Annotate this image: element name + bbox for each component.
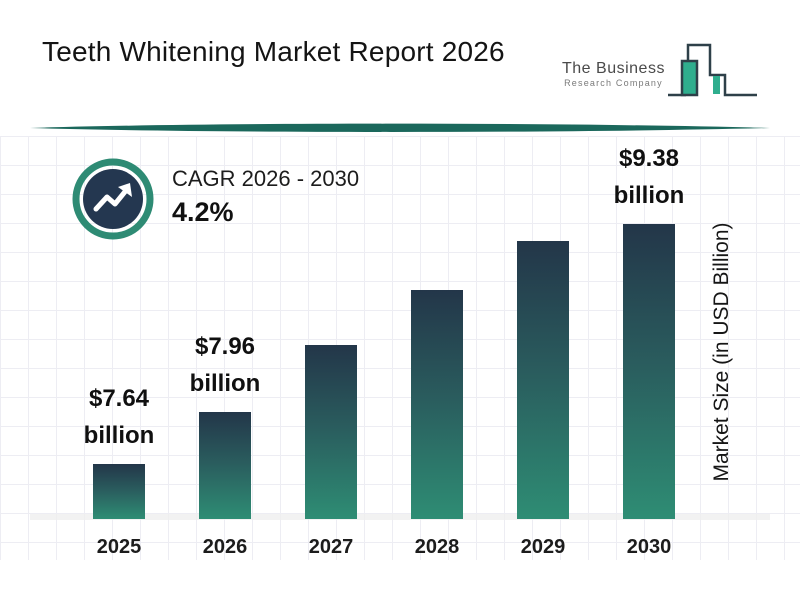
trend-up-icon xyxy=(72,158,154,240)
bar-2030 xyxy=(623,224,675,519)
bar-2028 xyxy=(411,290,463,519)
brand-name: The Business xyxy=(562,60,665,78)
brand-text: The Business Research Company xyxy=(562,60,665,88)
x-axis-label-2026: 2026 xyxy=(202,536,248,558)
bar-group-2030: $9.38 billion 2030 xyxy=(596,140,702,558)
bar-group-2028: 2028 xyxy=(384,140,490,558)
bar-2029 xyxy=(517,241,569,519)
brand-tagline: Research Company xyxy=(564,78,663,88)
bar-2025 xyxy=(93,464,145,519)
bar-group-2027: 2027 xyxy=(278,140,384,558)
bar-value-label: $7.96 billion xyxy=(189,333,261,397)
bar-value-label: $7.64 billion xyxy=(83,385,155,449)
x-axis-label-2029: 2029 xyxy=(520,536,566,558)
x-axis-label-2030: 2030 xyxy=(626,536,672,558)
y-axis-title: Market Size (in USD Billion) xyxy=(710,222,733,482)
cagr-block: CAGR 2026 - 2030 4.2% xyxy=(72,158,359,240)
bar-2027 xyxy=(305,345,357,519)
x-axis-baseline xyxy=(30,514,770,520)
x-axis-label-2027: 2027 xyxy=(308,536,354,558)
brand-chart-icon xyxy=(667,43,757,97)
page-title: Teeth Whitening Market Report 2026 xyxy=(42,36,505,67)
brand-logo: The Business Research Company xyxy=(562,28,772,102)
cagr-text: CAGR 2026 - 2030 4.2% xyxy=(172,166,359,240)
x-axis-label-2028: 2028 xyxy=(414,536,460,558)
bar-chart: $7.64 billion 2025 $7.96 billion 2026 2027… xyxy=(66,140,702,558)
bar-2026 xyxy=(199,412,251,519)
cagr-value: 4.2% xyxy=(172,197,234,227)
divider-swoosh xyxy=(30,123,770,132)
x-axis-label-2025: 2025 xyxy=(96,536,142,558)
bar-value-label: $9.38 billion xyxy=(613,145,685,209)
bar-group-2025: $7.64 billion 2025 xyxy=(66,140,172,558)
bar-group-2026: $7.96 billion 2026 xyxy=(172,140,278,558)
cagr-label: CAGR 2026 - 2030 xyxy=(172,166,360,191)
bar-group-2029: 2029 xyxy=(490,140,596,558)
